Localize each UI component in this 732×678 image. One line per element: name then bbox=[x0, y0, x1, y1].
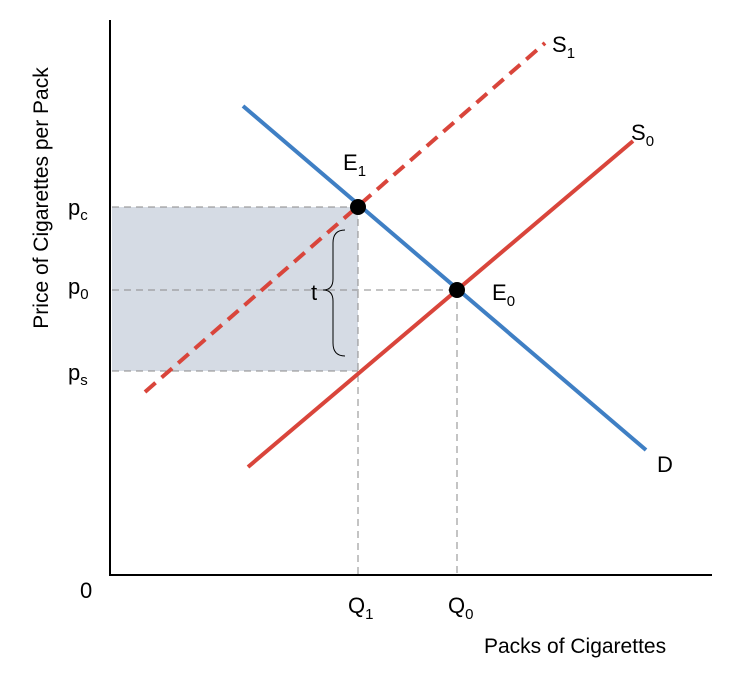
demand-label: D bbox=[657, 452, 673, 477]
demand-curve bbox=[241, 104, 648, 452]
supply-taxed-curve bbox=[143, 41, 547, 394]
supply-taxed-label: S1 bbox=[552, 32, 575, 62]
y-axis-title: Price of Cigarettes per Pack bbox=[30, 67, 53, 329]
tax-revenue-area bbox=[112, 207, 358, 371]
guide-lines bbox=[112, 206, 458, 575]
axes bbox=[109, 20, 712, 576]
tick-label-q1: Q1 bbox=[348, 593, 373, 623]
tax-brace bbox=[322, 229, 346, 357]
equilibrium-point-e1 bbox=[350, 199, 366, 215]
supply-original-curve bbox=[246, 139, 635, 469]
tick-label-pc: pc bbox=[68, 195, 88, 224]
tax-label: t bbox=[311, 280, 317, 305]
equilibrium-label-e0: E0 bbox=[492, 280, 515, 310]
tick-label-p0: p0 bbox=[68, 274, 89, 303]
supply-original-label: S0 bbox=[631, 120, 654, 150]
equilibrium-label-e1: E1 bbox=[343, 150, 366, 180]
origin-label: 0 bbox=[80, 578, 92, 603]
tick-label-ps: ps bbox=[68, 360, 88, 389]
equilibrium-point-e0 bbox=[449, 282, 465, 298]
tick-label-q0: Q0 bbox=[448, 593, 473, 623]
x-axis-title: Packs of Cigarettes bbox=[484, 635, 666, 658]
